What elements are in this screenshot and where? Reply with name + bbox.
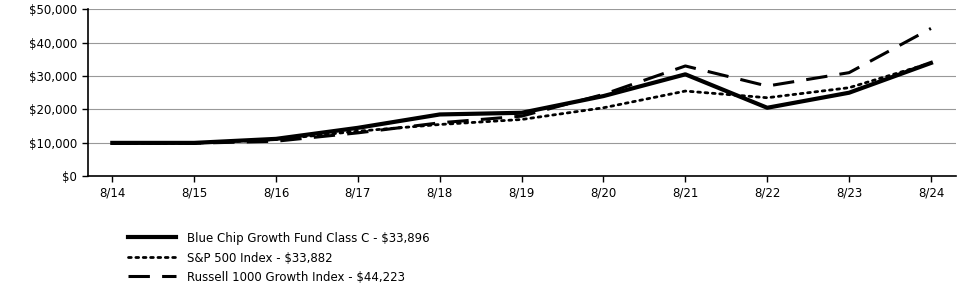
Line: Russell 1000 Growth Index - $44,223: Russell 1000 Growth Index - $44,223 <box>112 29 931 143</box>
Blue Chip Growth Fund Class C - $33,896 <box>352 126 364 130</box>
Blue Chip Growth Fund Class C - $33,896 <box>680 73 691 76</box>
S&P 500 Index - $33,882 <box>352 130 364 133</box>
Legend: Blue Chip Growth Fund Class C - $33,896, S&P 500 Index - $33,882, Russell 1000 G: Blue Chip Growth Fund Class C - $33,896,… <box>129 232 430 285</box>
S&P 500 Index - $33,882 <box>925 61 937 65</box>
Russell 1000 Growth Index - $44,223 <box>516 114 527 118</box>
Russell 1000 Growth Index - $44,223 <box>270 140 282 143</box>
Russell 1000 Growth Index - $44,223 <box>352 131 364 135</box>
Blue Chip Growth Fund Class C - $33,896 <box>843 91 855 95</box>
Russell 1000 Growth Index - $44,223 <box>680 64 691 68</box>
Blue Chip Growth Fund Class C - $33,896 <box>925 61 937 65</box>
Russell 1000 Growth Index - $44,223 <box>925 27 937 30</box>
Russell 1000 Growth Index - $44,223 <box>761 84 773 88</box>
Russell 1000 Growth Index - $44,223 <box>598 92 609 96</box>
S&P 500 Index - $33,882 <box>270 138 282 141</box>
Blue Chip Growth Fund Class C - $33,896 <box>516 111 527 115</box>
Russell 1000 Growth Index - $44,223 <box>434 121 446 125</box>
Blue Chip Growth Fund Class C - $33,896 <box>761 106 773 110</box>
Blue Chip Growth Fund Class C - $33,896 <box>270 137 282 141</box>
Blue Chip Growth Fund Class C - $33,896 <box>106 141 118 145</box>
Line: Blue Chip Growth Fund Class C - $33,896: Blue Chip Growth Fund Class C - $33,896 <box>112 63 931 143</box>
S&P 500 Index - $33,882 <box>598 106 609 110</box>
Blue Chip Growth Fund Class C - $33,896 <box>598 94 609 98</box>
S&P 500 Index - $33,882 <box>434 123 446 126</box>
S&P 500 Index - $33,882 <box>761 96 773 100</box>
S&P 500 Index - $33,882 <box>680 89 691 93</box>
S&P 500 Index - $33,882 <box>106 142 118 145</box>
Russell 1000 Growth Index - $44,223 <box>843 71 855 74</box>
S&P 500 Index - $33,882 <box>188 141 200 145</box>
Line: S&P 500 Index - $33,882: S&P 500 Index - $33,882 <box>112 63 931 143</box>
Russell 1000 Growth Index - $44,223 <box>106 141 118 145</box>
S&P 500 Index - $33,882 <box>516 118 527 121</box>
Russell 1000 Growth Index - $44,223 <box>188 141 200 145</box>
Blue Chip Growth Fund Class C - $33,896 <box>188 141 200 145</box>
S&P 500 Index - $33,882 <box>843 86 855 90</box>
Blue Chip Growth Fund Class C - $33,896 <box>434 113 446 116</box>
